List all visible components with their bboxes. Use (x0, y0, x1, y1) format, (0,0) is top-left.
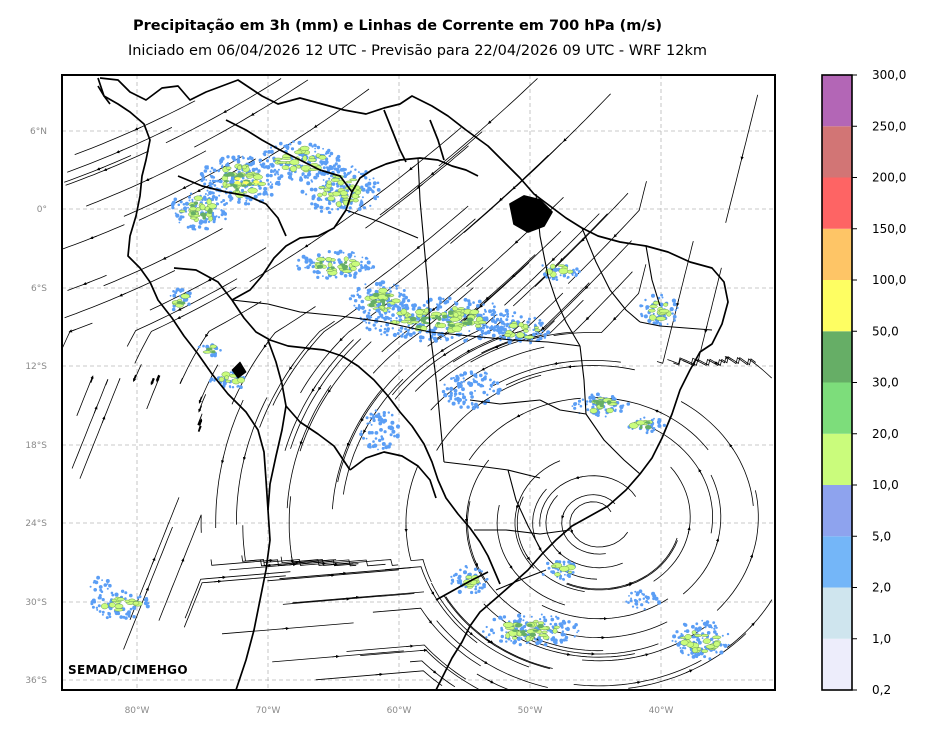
colorbar-label: 20,0 (872, 427, 899, 441)
lon-label: 50°W (518, 706, 543, 716)
peru-border (173, 267, 233, 301)
central-america-coast (97, 77, 111, 105)
colorbar-label: 2,0 (872, 581, 891, 595)
argentina-border (267, 405, 287, 511)
colorbar-segment (822, 75, 852, 127)
colorbar-segment (822, 228, 852, 280)
lat-label: 24°S (25, 519, 47, 529)
country-borders (97, 77, 729, 690)
colombia-border (177, 175, 287, 237)
lat-label: 6°S (31, 284, 47, 294)
colorbar-label: 30,0 (872, 376, 899, 390)
colorbar-segment (822, 177, 852, 229)
colorbar-label: 200,0 (872, 171, 906, 185)
lat-label: 12°S (25, 362, 47, 372)
lat-label: 18°S (25, 441, 47, 451)
marajo-island (509, 195, 553, 233)
latitude-labels: 6°N 0° 6°S 12°S 18°S 24°S 30°S 36°S (25, 127, 47, 686)
coastline-west (97, 85, 271, 690)
colorbar-label: 10,0 (872, 478, 899, 492)
uruguay-border (435, 571, 489, 601)
lat-label: 30°S (25, 598, 47, 608)
colorbar-segment (822, 126, 852, 178)
colorbar-label: 300,0 (872, 68, 906, 82)
colorbar-segment (822, 280, 852, 332)
guyana-border (383, 109, 407, 163)
colorbar-label: 0,2 (872, 683, 891, 697)
streamlines-layer (62, 78, 773, 690)
colorbar-segment (822, 536, 852, 588)
lon-label: 80°W (125, 706, 150, 716)
colorbar-segment (822, 587, 852, 639)
colorbar-label: 5,0 (872, 529, 891, 543)
colorbar-segment (822, 433, 852, 485)
colorbar-label: 50,0 (872, 324, 899, 338)
colorbar-segment (822, 485, 852, 537)
coastline (99, 77, 729, 690)
lon-label: 70°W (256, 706, 281, 716)
lat-label: 0° (37, 205, 47, 215)
paraguay-border (349, 451, 437, 499)
colorbar-segment (822, 382, 852, 434)
map-title: Precipitação em 3h (mm) e Linhas de Corr… (133, 18, 662, 34)
colorbar-segment (822, 331, 852, 383)
colorbar-label: 150,0 (872, 222, 906, 236)
map-frame (61, 74, 776, 691)
brazil-border-south (231, 299, 501, 585)
colorbar: 0,2 1,0 2,0 5,0 10,0 20,0 30,0 50,0 100,0 150,0 20… (821, 68, 906, 697)
longitude-labels: 80°W 70°W 60°W 50°W 40°W (125, 706, 674, 716)
lon-label: 40°W (649, 706, 674, 716)
colorbar-label: 1,0 (872, 632, 891, 646)
venezuela-border (225, 119, 353, 193)
lat-label: 6°N (30, 127, 47, 137)
lat-label: 36°S (25, 676, 47, 686)
suriname-border (429, 119, 445, 161)
colorbar-label: 250,0 (872, 119, 906, 133)
colorbar-label: 100,0 (872, 273, 906, 287)
watermark-text: SEMAD/CIMEHGO (68, 663, 188, 677)
precipitation-layer (89, 140, 730, 661)
map-subtitle: Iniciado em 06/04/2026 12 UTC - Previsão… (127, 43, 708, 59)
lon-label: 60°W (387, 706, 412, 716)
grid-lines (62, 75, 775, 690)
colorbar-segment (822, 638, 852, 690)
bolivia-border (267, 339, 351, 471)
